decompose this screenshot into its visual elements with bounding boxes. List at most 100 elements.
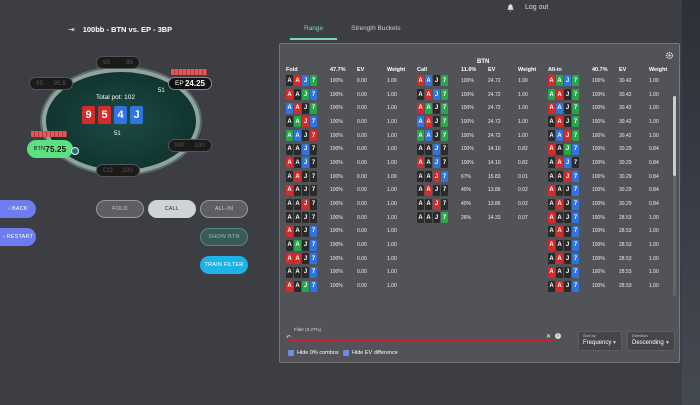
cell-weight: 0.82 [518, 146, 528, 153]
tab-strength-buckets[interactable]: Strength Buckets [351, 25, 401, 32]
cell-weight: 1.00 [518, 132, 528, 139]
total-pot: Total pot: 102 [96, 94, 136, 101]
card: 7 [572, 184, 579, 196]
direction-select[interactable]: Direction Descending ▼ [627, 331, 675, 351]
scrollbar-thumb[interactable] [673, 96, 676, 176]
card: A [286, 225, 293, 237]
cell-ev: 28.53 [619, 228, 632, 235]
cell-ev: 30.42 [619, 105, 632, 112]
seat-btn: BTN 75.25 [27, 140, 73, 158]
card: 7 [572, 239, 579, 251]
cell-weight: 1.00 [387, 173, 397, 180]
scrollbar-track[interactable] [673, 96, 676, 296]
cell-weight: 1.00 [387, 255, 397, 262]
cell-ev: 30.29 [619, 146, 632, 153]
train-filter-button[interactable]: TRAIN FILTER [200, 256, 248, 274]
info-icon[interactable]: i [555, 333, 561, 339]
cell-ev: 0.00 [357, 201, 367, 208]
card: A [294, 280, 301, 292]
cell-ev: 0.00 [357, 132, 367, 139]
card: A [425, 143, 432, 155]
cell-weight: 1.00 [387, 77, 397, 84]
card: A [556, 171, 563, 183]
hide-ev-checkbox[interactable]: Hide EV difference [343, 350, 398, 356]
cell-freq: 100% [461, 146, 474, 153]
cell-weight: 1.00 [387, 228, 397, 235]
card: 7 [310, 280, 317, 292]
direction-label: Direction [632, 333, 648, 338]
card: A [548, 157, 555, 169]
allin-button[interactable]: ALL-IN [200, 200, 248, 218]
clear-filter-icon[interactable]: ✕ [546, 334, 552, 340]
card: A [286, 184, 293, 196]
cell-weight: 1.00 [649, 242, 659, 249]
card: A [548, 102, 555, 114]
undo-icon[interactable]: ↶ [286, 335, 292, 341]
bell-icon[interactable] [506, 3, 515, 13]
card: A [548, 89, 555, 101]
exit-arrow-icon[interactable]: ⇥ [68, 25, 75, 34]
back-button[interactable]: ‹ BACK [0, 200, 36, 218]
cell-ev: 30.29 [619, 201, 632, 208]
table-row: A A J 7 100% 30.42 1.00 [548, 88, 674, 102]
card: A [556, 75, 563, 87]
card: J [564, 212, 571, 224]
card: A [548, 75, 555, 87]
cell-ev: 13.86 [488, 201, 501, 208]
cell-ev: 0.00 [357, 187, 367, 194]
card: A [417, 102, 424, 114]
logout-link[interactable]: Log out [525, 4, 549, 11]
cell-freq: 100% [330, 214, 343, 221]
cell-freq: 100% [461, 105, 474, 112]
card: A [286, 266, 293, 278]
hide-zero-checkbox[interactable]: Hide 0% combos [288, 350, 339, 356]
card: 7 [310, 75, 317, 87]
card: A [548, 280, 555, 292]
card: 7 [310, 143, 317, 155]
cell-weight: 1.00 [649, 255, 659, 262]
cell-ev: 14.10 [488, 159, 501, 166]
card: 7 [572, 266, 579, 278]
filter-input[interactable] [288, 340, 554, 341]
gear-icon[interactable] [665, 51, 674, 60]
card: A [417, 130, 424, 142]
card: A [286, 239, 293, 251]
card: 7 [572, 280, 579, 292]
cell-ev: 30.42 [619, 77, 632, 84]
show-btn-button[interactable]: SHOW BTN [200, 228, 248, 246]
cell-weight: 1.00 [387, 146, 397, 153]
seat-ep-pos: EP [175, 80, 184, 87]
card: J [564, 157, 571, 169]
cell-freq: 100% [592, 146, 605, 153]
restart-button[interactable]: ‹ RESTART [0, 228, 36, 246]
card: J [564, 116, 571, 128]
seat-mp: MP 100 [168, 139, 212, 152]
cell-weight: 1.00 [649, 228, 659, 235]
seat-mp-stack: 100 [194, 142, 205, 149]
card: A [417, 89, 424, 101]
card: A [425, 75, 432, 87]
cell-ev: 28.53 [619, 255, 632, 262]
table-row: A A J 7 100% 30.42 1.00 [548, 74, 674, 88]
tabs: Range Strength Buckets [290, 22, 415, 40]
call-button[interactable]: CALL [148, 200, 196, 218]
fold-button[interactable]: FOLD [96, 200, 144, 218]
cell-ev: 15.83 [488, 173, 501, 180]
table-row: A A J 7 40% 13.86 0.02 [417, 184, 543, 198]
tab-range[interactable]: Range [290, 22, 338, 40]
card: A [417, 143, 424, 155]
chip-stack-btn [31, 131, 67, 137]
cell-freq: 100% [461, 77, 474, 84]
sort-by-select[interactable]: Sort by Frequency ▼ [578, 331, 622, 351]
call-header-weight: Weight [518, 67, 537, 73]
fold-header-action: Fold [286, 67, 298, 73]
card: A [425, 130, 432, 142]
